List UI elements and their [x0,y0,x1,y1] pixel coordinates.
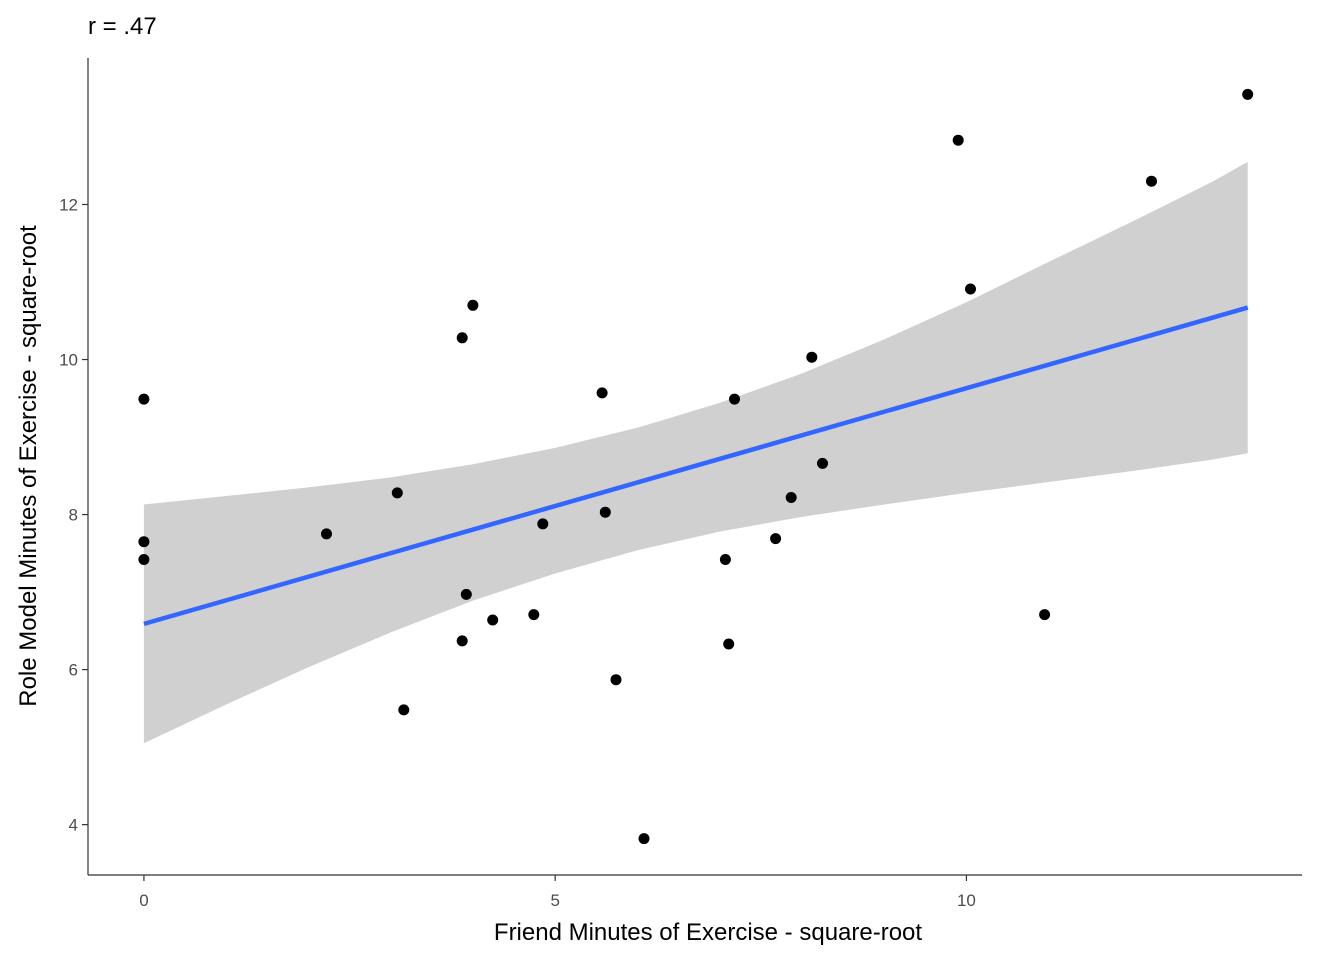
data-point [806,351,818,363]
data-point [391,487,403,499]
x-tick-label: 5 [550,891,559,910]
data-point [487,614,499,626]
data-point [729,393,740,405]
data-point [952,134,964,146]
y-ticks: 4 6 8 10 12 [59,196,88,835]
data-point [817,457,828,469]
data-point [138,536,150,548]
x-ticks: 0 5 10 [139,875,976,910]
data-point [638,833,650,845]
data-point [770,533,782,545]
y-tick-label: 6 [69,661,78,680]
y-tick-label: 10 [59,351,78,370]
fit-line-layer [143,305,1249,627]
data-point [528,609,540,621]
data-point [138,393,150,405]
y-tick-label: 12 [59,196,78,215]
data-point [456,635,468,647]
data-point [723,638,735,650]
data-point [719,554,731,565]
y-axis-title: Role Model Minutes of Exercise - square-… [15,225,42,707]
data-point [785,492,797,503]
chart-title: r = .47 [88,13,157,40]
data-point [610,674,622,686]
data-point [398,704,410,716]
data-point [467,299,479,311]
x-tick-label: 10 [957,891,976,910]
confidence-band [143,161,1248,744]
data-point [456,332,468,344]
data-point [965,283,976,295]
data-point [537,518,549,530]
data-point [1242,88,1254,100]
data-point [138,554,150,565]
data-point [596,387,608,399]
regression-line [143,305,1249,627]
x-tick-label: 0 [139,891,148,910]
data-point [1146,175,1157,187]
confidence-band-layer [143,161,1248,744]
points-layer [138,88,1254,845]
data-point [321,528,332,540]
data-point [460,588,472,600]
y-tick-label: 8 [69,506,78,525]
x-axis-title: Friend Minutes of Exercise - square-root [494,919,923,946]
data-point [1039,609,1051,621]
y-tick-label: 4 [69,816,78,835]
data-point [599,506,611,518]
